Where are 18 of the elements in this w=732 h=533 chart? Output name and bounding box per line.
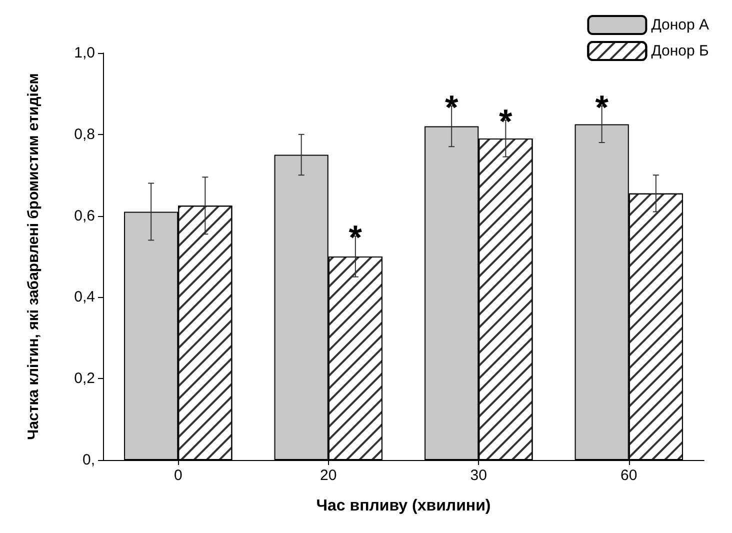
y-tick-label: 0,4 xyxy=(74,288,95,306)
y-tick-label: 0,8 xyxy=(74,126,95,143)
x-axis-title: Час впливу (хвилини) xyxy=(316,498,491,514)
x-tick-label: 30 xyxy=(470,467,487,484)
annotation: * xyxy=(499,103,514,142)
y-tick-label: 0, xyxy=(82,452,95,468)
annotation: * xyxy=(348,219,363,258)
y-tick-label: 0,6 xyxy=(74,207,95,224)
y-tick-label: 1,0 xyxy=(74,44,95,62)
y-axis-title: Частка клітин, які забарвлені бромистим етидієм xyxy=(25,73,42,440)
x-tick-label: 0 xyxy=(174,467,182,484)
annotation: * xyxy=(595,88,610,127)
legend-label: Донор А xyxy=(651,16,709,34)
x-tick-label: 20 xyxy=(320,467,337,484)
y-tick-label: 0,2 xyxy=(74,370,95,388)
legend-label: Донор Б xyxy=(651,42,709,60)
x-tick-label: 60 xyxy=(620,467,638,484)
annotation: * xyxy=(444,88,459,127)
